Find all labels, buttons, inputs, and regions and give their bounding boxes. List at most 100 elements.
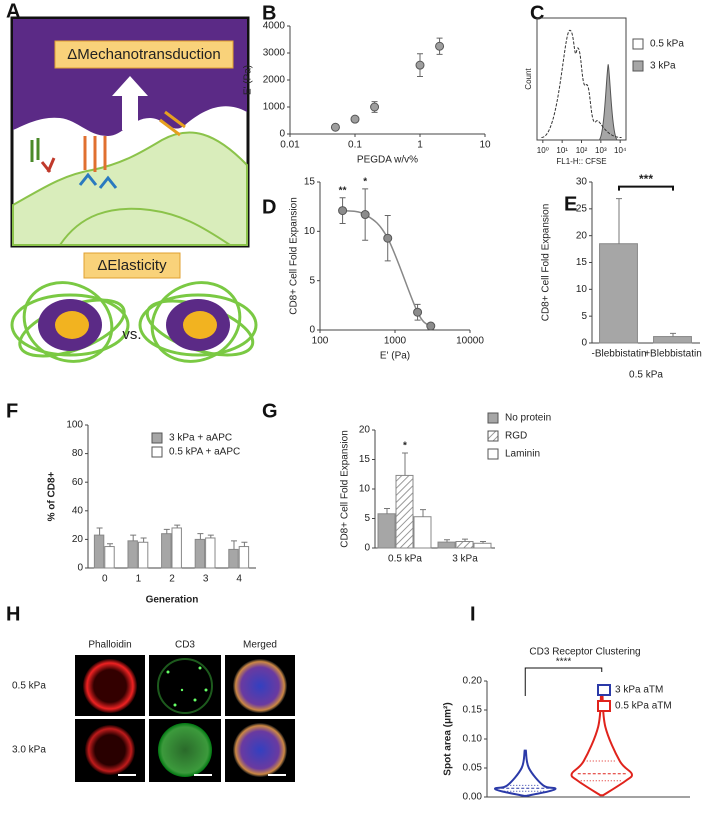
x-tick-label: 10000: [456, 336, 484, 347]
x-axis-label: E' (Pa): [380, 351, 410, 362]
y-tick-label: 0.00: [463, 792, 483, 803]
x-tick-label: 0.01: [280, 140, 300, 151]
y-tick-label: 0: [309, 325, 315, 336]
x-tick-label: 1: [417, 140, 423, 151]
panel-letter: D: [262, 196, 276, 218]
error-bar: [480, 541, 486, 544]
x-axis-label: PEGDA w/v%: [357, 155, 418, 166]
illustration-label: ΔElasticity: [97, 257, 167, 274]
x-tick-label: 2: [169, 574, 175, 585]
error-bar: [130, 534, 137, 541]
y-tick-label: 3000: [263, 48, 286, 59]
y-axis-label: E' (Pa): [243, 65, 254, 95]
y-axis-label: CD8+ Cell Fold Expansion: [541, 204, 552, 322]
legend-swatch: [632, 38, 644, 50]
y-axis-label: Count: [524, 68, 533, 90]
x-axis-label: FL1-H:: CFSE: [556, 157, 606, 166]
error-bar: [96, 527, 103, 536]
legend-label: 3 kPa: [650, 61, 676, 72]
legend-label: 0.5 kPa: [650, 39, 684, 50]
error-bar: [402, 452, 408, 476]
x-tick-label: +Blebbistatin: [644, 349, 702, 360]
x-tick-label: 0.1: [348, 140, 362, 151]
legend-swatch: [632, 60, 644, 72]
x-tick-label: 1: [136, 574, 142, 585]
bar: [127, 540, 138, 569]
y-tick-label: 15: [576, 257, 588, 268]
y-tick-label: 60: [72, 477, 84, 488]
chart-title: CD3 Receptor Clustering: [529, 647, 640, 658]
data-point: [360, 210, 370, 220]
column-label: CD3: [175, 640, 195, 651]
panel-letter: F: [6, 400, 18, 422]
x-tick-label: 10¹: [556, 146, 568, 155]
bar: [395, 474, 414, 549]
bar: [171, 527, 182, 569]
bar: [104, 546, 115, 569]
bar: [413, 516, 432, 549]
y-tick-label: 0: [77, 563, 83, 574]
y-tick-label: 0: [581, 338, 587, 349]
legend-swatch: [597, 684, 611, 696]
y-tick-label: 2000: [263, 75, 286, 86]
x-tick-label: 1000: [384, 336, 407, 347]
y-tick-label: 0.05: [463, 763, 483, 774]
y-tick-label: 100: [66, 420, 83, 431]
legend-label: RGD: [505, 431, 527, 442]
x-tick-label: 10³: [595, 146, 607, 155]
y-tick-label: 0: [279, 129, 285, 140]
data-point: [383, 233, 393, 243]
y-tick-label: 25: [576, 203, 588, 214]
data-point: [426, 321, 436, 331]
legend-label: Laminin: [505, 449, 540, 460]
y-tick-label: 10: [359, 484, 371, 495]
bar: [93, 534, 105, 569]
error-bar: [197, 533, 204, 540]
y-tick-label: 10: [576, 284, 588, 295]
histogram-curve: [541, 29, 622, 139]
error-bar: [107, 543, 114, 547]
bar: [437, 541, 456, 549]
bar: [455, 541, 474, 549]
illustration: A ΔMechanotransduction ΔElasticity vs.: [6, 0, 258, 363]
microscopy: H Phalloidin CD3 Merged 0.5 kPa 3.0 kPa: [6, 603, 295, 782]
legend-label: 0.5 kPa aTM: [615, 701, 672, 712]
y-tick-label: 20: [359, 425, 371, 436]
column-label: Merged: [243, 640, 277, 651]
panel-letter: H: [6, 603, 20, 625]
y-tick-label: 5: [309, 275, 315, 286]
data-point: [370, 102, 380, 112]
bar: [599, 243, 638, 344]
y-tick-label: 5: [581, 311, 587, 322]
significance: **: [339, 185, 347, 196]
legend-swatch: [151, 446, 163, 458]
x-axis-label: Generation: [146, 595, 199, 606]
column-label: Phalloidin: [88, 640, 131, 651]
legend-swatch: [151, 432, 163, 444]
panel-letter: B: [262, 2, 276, 24]
bar: [205, 537, 216, 569]
data-point: [330, 122, 340, 132]
significance: *: [403, 441, 407, 452]
error-bar: [670, 332, 676, 337]
bar: [653, 336, 692, 344]
illustration-label: vs.: [122, 326, 141, 343]
y-axis-label: CD8+ Cell Fold Expansion: [340, 430, 351, 548]
y-tick-label: 15: [304, 177, 316, 188]
x-tick-label: 0: [102, 574, 108, 585]
y-tick-label: 40: [72, 505, 84, 516]
data-point: [435, 41, 445, 51]
data-point: [338, 206, 348, 216]
y-tick-label: 20: [576, 230, 588, 241]
row-label: 3.0 kPa: [12, 745, 46, 756]
bar: [473, 542, 492, 549]
y-tick-label: 30: [576, 177, 588, 188]
x-tick-label: 3 kPa: [452, 554, 478, 565]
y-tick-label: 20: [72, 534, 84, 545]
legend-swatch: [487, 412, 499, 424]
y-axis-label: Spot area (μm²): [443, 702, 454, 775]
legend-label: 3 kPa aTM: [615, 685, 663, 696]
x-tick-label: 10⁴: [614, 146, 627, 155]
x-tick-label: 10⁰: [537, 146, 549, 155]
